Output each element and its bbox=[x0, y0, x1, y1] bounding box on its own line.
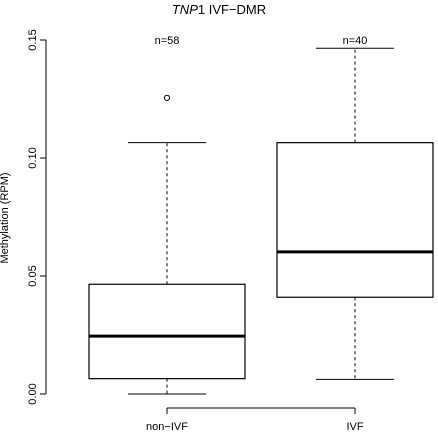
box-2 bbox=[276, 47, 434, 380]
x-tick-label: non−IVF bbox=[146, 421, 188, 433]
y-tick-label: 0.00 bbox=[27, 383, 39, 404]
y-axis: 0.00 0.05 0.10 0.15 bbox=[27, 29, 47, 405]
iqr-box bbox=[276, 142, 434, 298]
n-label: n=58 bbox=[155, 35, 180, 47]
n-labels-group: n=58 n=40 bbox=[155, 35, 368, 47]
chart-title-italic: TNP bbox=[172, 2, 198, 17]
y-tick-label: 0.10 bbox=[27, 147, 39, 168]
x-axis: non−IVF IVF bbox=[146, 407, 364, 433]
n-label: n=40 bbox=[343, 35, 368, 47]
box-1 bbox=[88, 94, 246, 395]
x-tick-label: IVF bbox=[346, 421, 363, 433]
chart-title: TNP1 IVF−DMR bbox=[172, 2, 266, 17]
y-tick-label: 0.05 bbox=[27, 265, 39, 286]
chart-title-rest: 1 IVF−DMR bbox=[198, 2, 266, 17]
boxes-group bbox=[88, 47, 434, 395]
iqr-box bbox=[88, 283, 246, 380]
outlier-point bbox=[163, 94, 171, 101]
y-axis-label: Methylation (RPM) bbox=[0, 172, 11, 263]
y-tick-label: 0.15 bbox=[27, 29, 39, 50]
